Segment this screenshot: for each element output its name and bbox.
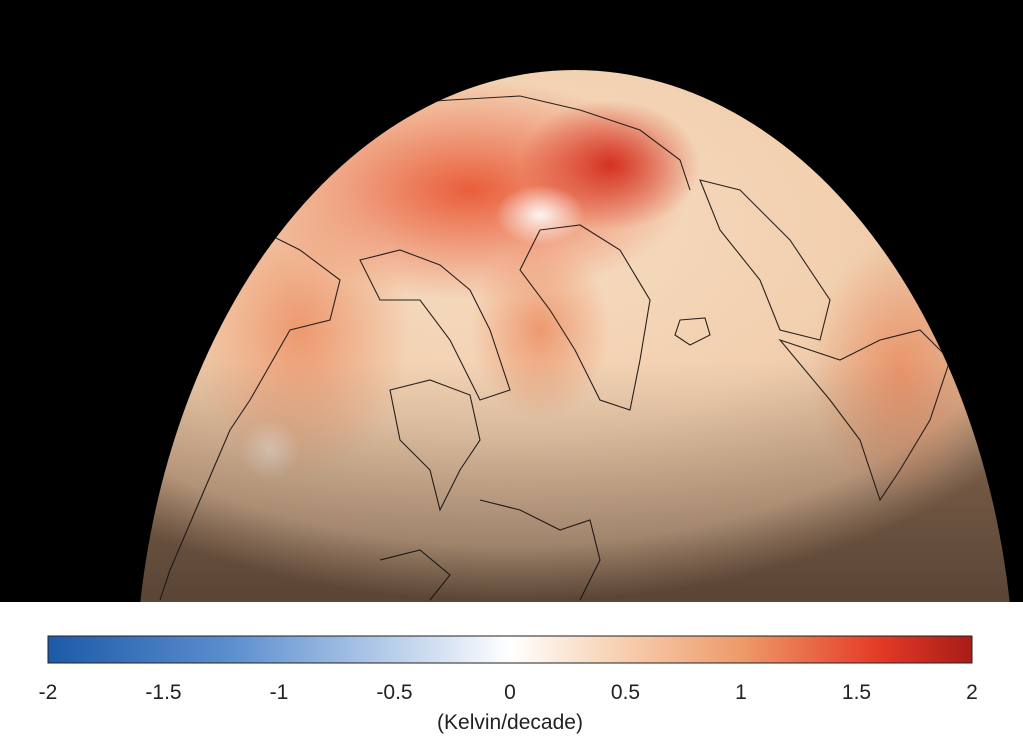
- colorbar-tick-label: -0.5: [376, 681, 412, 704]
- colorbar-tick-label: 0: [504, 681, 516, 704]
- colorbar-tick-label: 2: [966, 681, 978, 704]
- colorbar-tick-label: 0.5: [611, 681, 640, 704]
- colorbar-tick-label: -2: [39, 681, 58, 704]
- colorbar-tick-label: 1.5: [842, 681, 871, 704]
- colorbar-tick-label: -1.5: [145, 681, 181, 704]
- colorbar-tick-label: 1: [735, 681, 747, 704]
- colorbar-tick-label: -1: [270, 681, 289, 704]
- colorbar: [47, 635, 973, 664]
- colorbar-ticks: -2 -1.5 -1 -0.5 0 0.5 1 1.5 2: [39, 681, 978, 704]
- colorbar-label: (Kelvin/decade): [437, 711, 583, 734]
